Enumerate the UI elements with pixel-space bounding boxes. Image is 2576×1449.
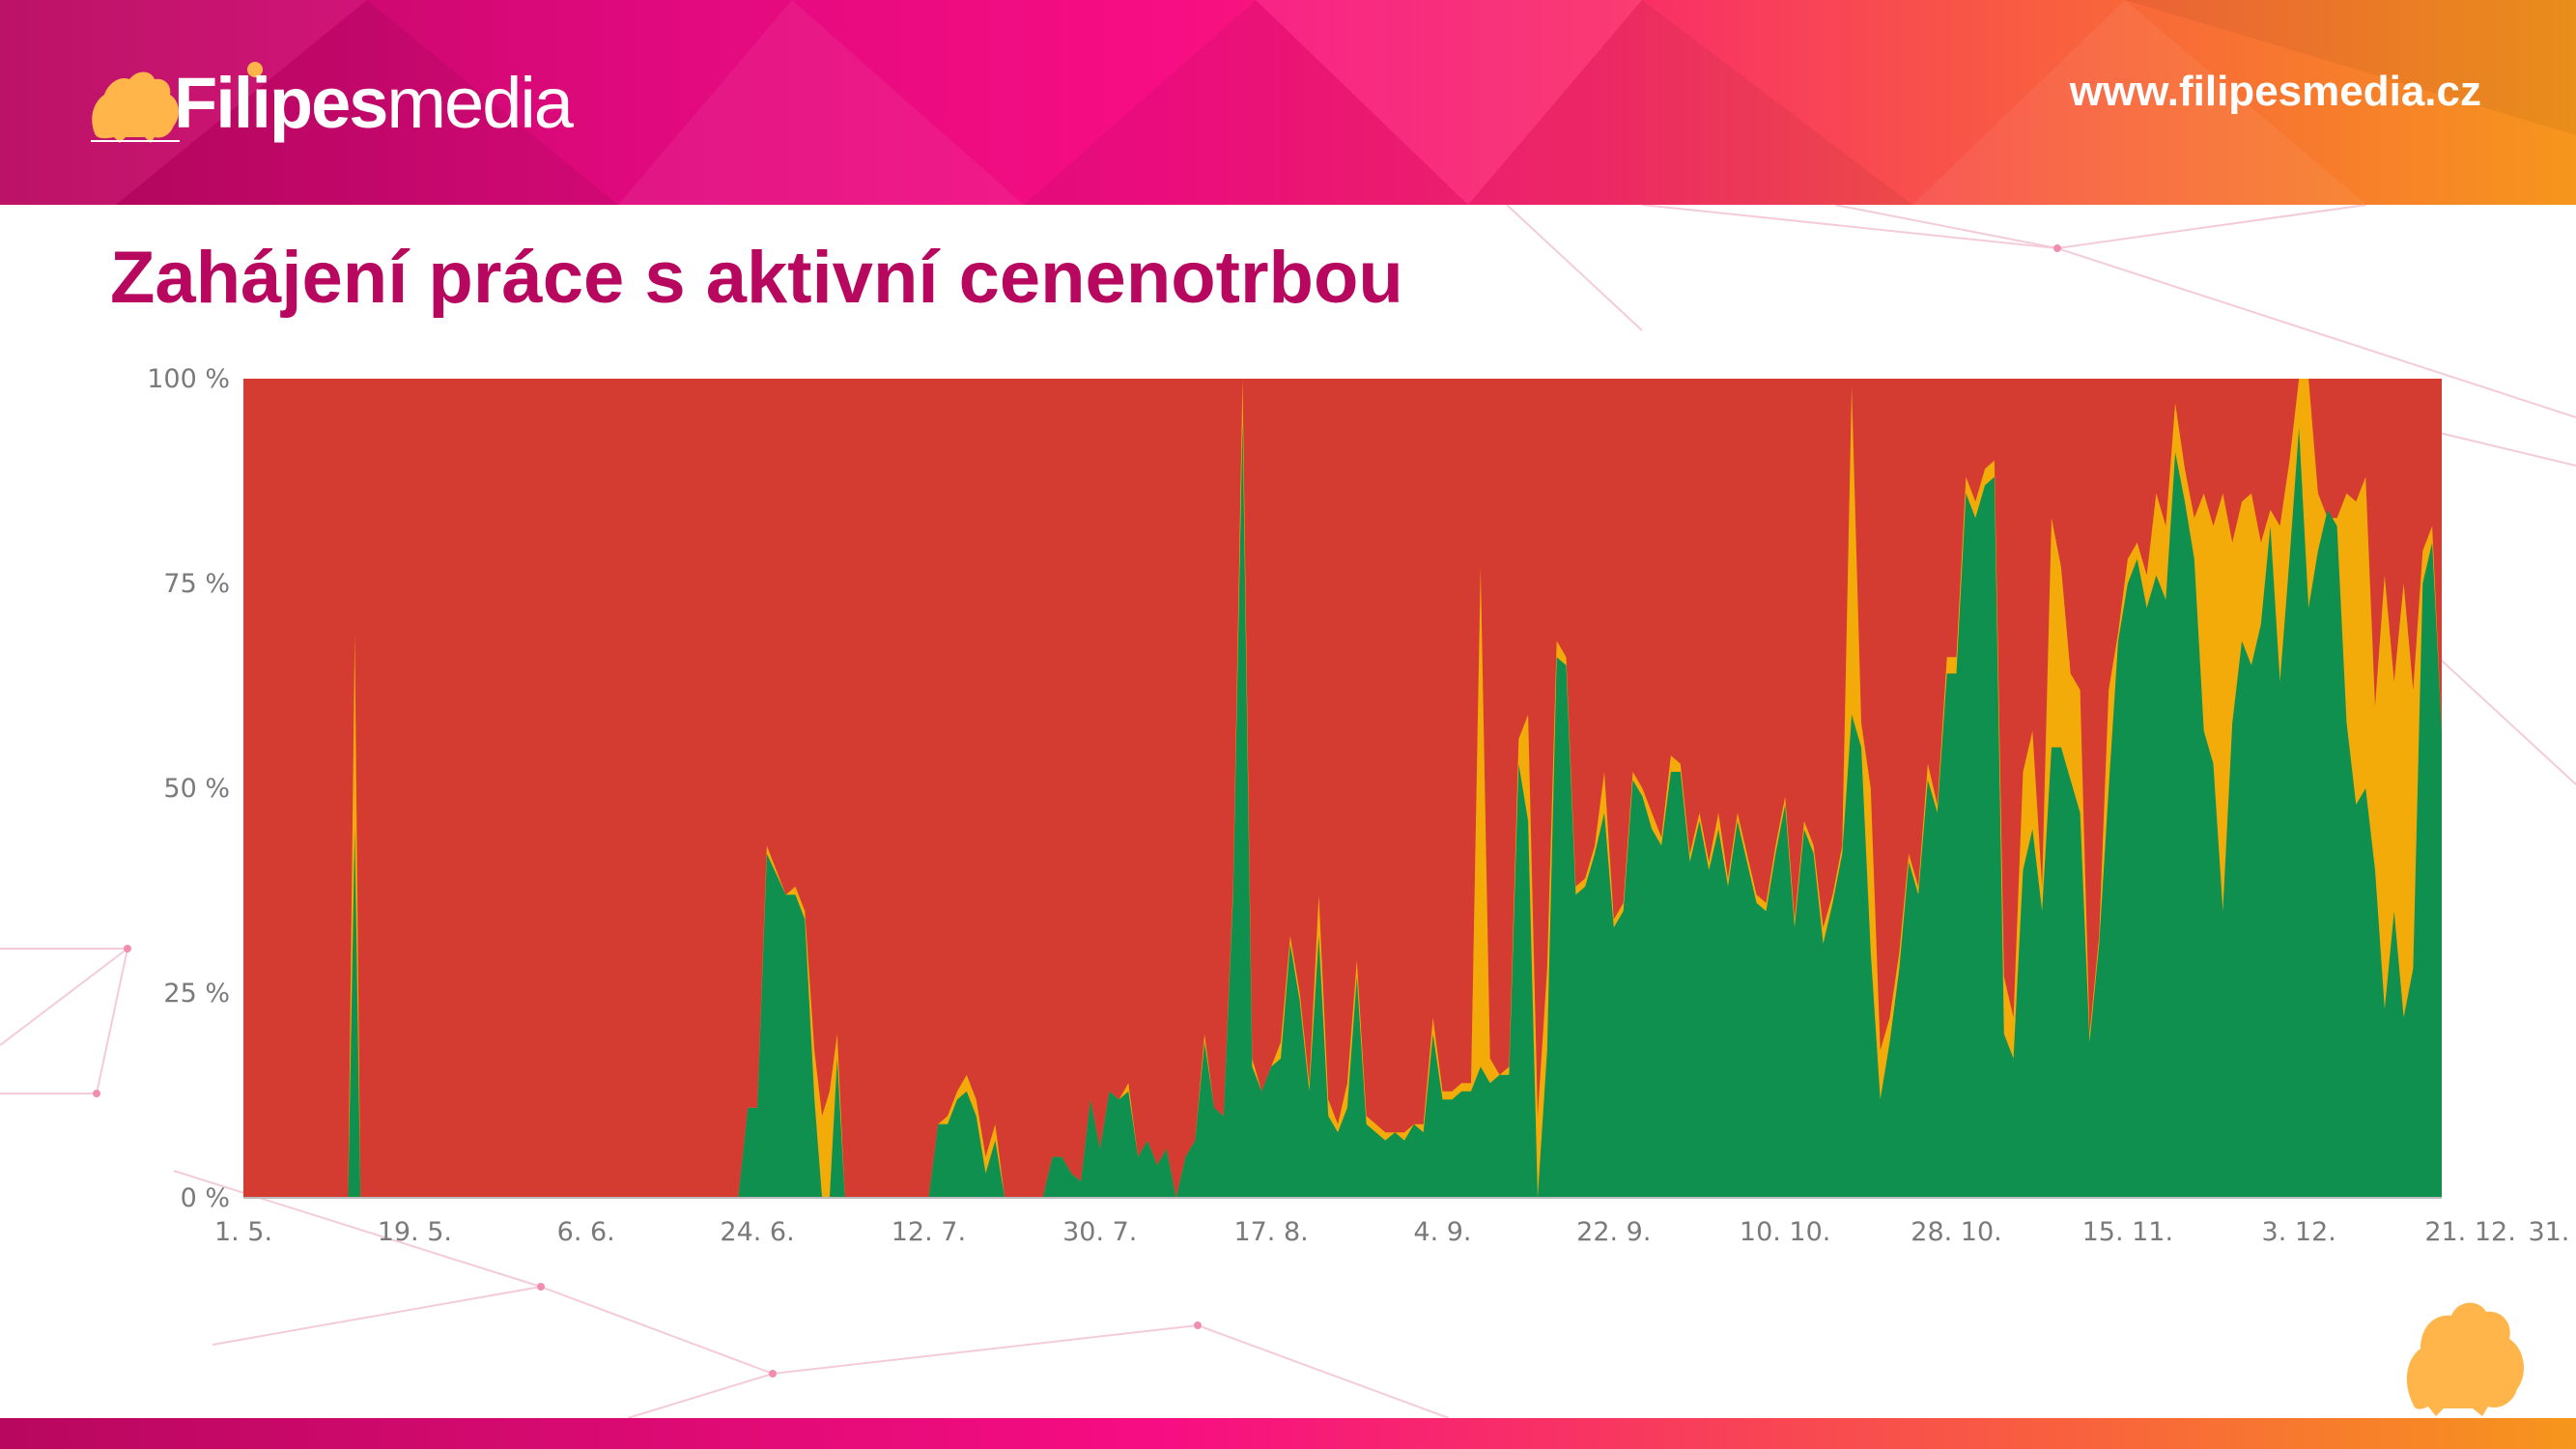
x-tick-label: 15. 11. xyxy=(2082,1217,2173,1247)
y-tick-label: 25 % xyxy=(163,979,230,1009)
logo-wordmark: Filipesmedia xyxy=(174,62,574,144)
website-url[interactable]: www.filipesmedia.cz xyxy=(2069,68,2481,115)
x-tick-label: 30. 7. xyxy=(1062,1217,1137,1247)
y-tick-label: 75 % xyxy=(163,569,230,599)
x-tick-label: 3. 12. xyxy=(2262,1217,2336,1247)
x-tick-label: 31. 1. xyxy=(2528,1217,2576,1247)
header-pattern xyxy=(0,0,2576,205)
logo-text-light: media xyxy=(386,63,574,143)
x-tick-label: 24. 6. xyxy=(720,1217,794,1247)
x-tick-label: 21. 12. xyxy=(2424,1217,2515,1247)
x-tick-label: 10. 10. xyxy=(1740,1217,1830,1247)
brand-logo[interactable]: Filipesmedia xyxy=(87,56,628,162)
series-area-green xyxy=(243,419,2442,1198)
x-tick-label: 12. 7. xyxy=(892,1217,966,1247)
x-tick-label: 1. 5. xyxy=(214,1217,272,1247)
y-tick-label: 50 % xyxy=(163,774,230,804)
pomeranian-dog-icon xyxy=(2406,1302,2524,1416)
y-tick-label: 0 % xyxy=(181,1183,230,1213)
footer-bar xyxy=(0,1418,2576,1449)
header-banner: Filipesmedia www.filipesmedia.cz xyxy=(0,0,2576,205)
x-tick-label: 4. 9. xyxy=(1413,1217,1471,1247)
x-tick-label: 17. 8. xyxy=(1233,1217,1308,1247)
slide-title: Zahájení práce s aktivní cenenotrbou xyxy=(110,237,1403,319)
x-tick-label: 28. 10. xyxy=(1911,1217,2001,1247)
logo-dot xyxy=(247,62,263,77)
x-tick-label: 6. 6. xyxy=(557,1217,615,1247)
x-tick-label: 19. 5. xyxy=(378,1217,452,1247)
y-tick-label: 100 % xyxy=(147,364,230,394)
x-tick-label: 22. 9. xyxy=(1576,1217,1651,1247)
logo-text-bold: Filipes xyxy=(174,63,388,143)
pomeranian-dog-icon xyxy=(91,71,180,143)
